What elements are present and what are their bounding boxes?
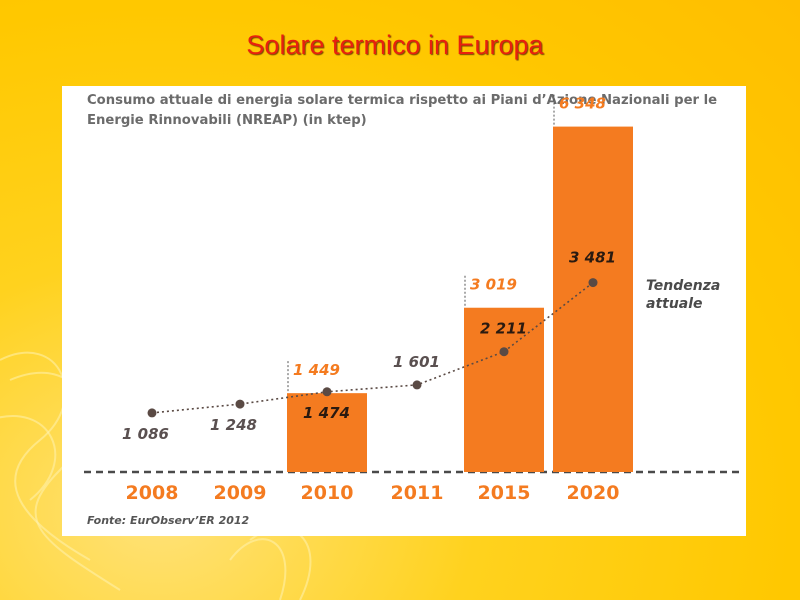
- trend-point-2015: [499, 347, 509, 357]
- trend-legend-label: Tendenza attuale: [646, 278, 721, 312]
- bar-label-2010: 1 449: [293, 361, 340, 379]
- chart-plot: 1 449 3 019 6 348 1 086 1 248 1 474 1 601 2 211…: [84, 92, 742, 504]
- x-tick-label-2015: 2015: [478, 482, 531, 504]
- trend-point-2020: [588, 278, 598, 288]
- slide-title: Solare termico in Europa: [246, 30, 544, 60]
- trend-label-2015: 2 211: [480, 320, 527, 338]
- chart-panel: Consumo attuale di energia solare termic…: [62, 86, 746, 536]
- x-tick-label-2010: 2010: [301, 482, 354, 504]
- trend-label-2020: 3 481: [569, 249, 616, 267]
- chart-title: Consumo attuale di energia solare termic…: [87, 93, 718, 128]
- trend-line: [151, 281, 594, 414]
- bar-2020: [553, 126, 633, 472]
- bar-2015: [464, 307, 544, 472]
- trend-label-2010: 1 474: [303, 404, 350, 422]
- x-tick-label-2009: 2009: [214, 482, 267, 504]
- x-tick-label-2020: 2020: [567, 482, 620, 504]
- trend-label-2009: 1 248: [210, 416, 257, 434]
- trend-point-2008: [147, 408, 157, 418]
- chart-source: Fonte: EurObserv’ER 2012: [87, 514, 250, 527]
- trend-label-2008: 1 086: [122, 425, 169, 443]
- x-tick-label-2008: 2008: [126, 482, 179, 504]
- x-tick-label-2011: 2011: [391, 482, 444, 504]
- trend-label-2011: 1 601: [393, 353, 440, 371]
- trend-point-2009: [235, 399, 245, 409]
- bar-label-2020: 6 348: [559, 95, 606, 113]
- trend-point-2010: [322, 387, 332, 397]
- trend-point-2011: [412, 380, 422, 390]
- bar-2010: [287, 393, 367, 472]
- bar-label-2015: 3 019: [470, 276, 517, 294]
